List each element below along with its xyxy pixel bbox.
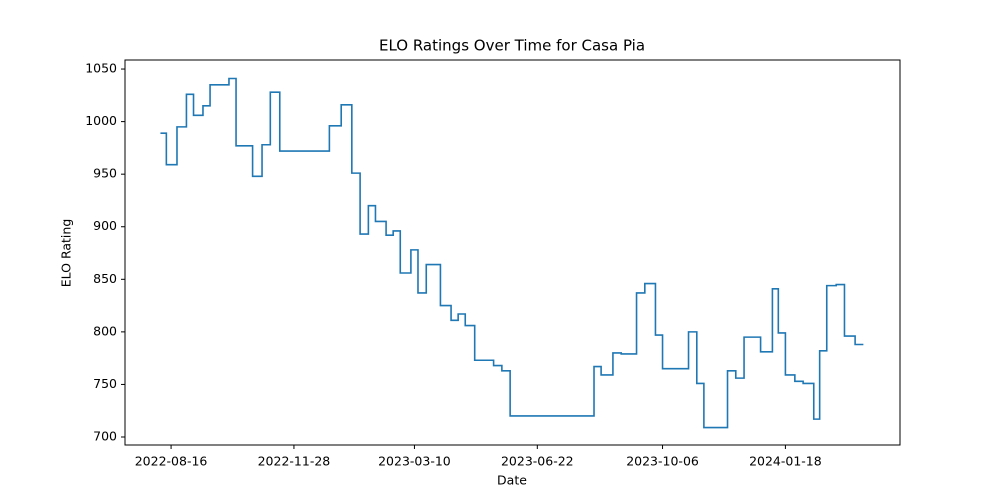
y-axis-label: ELO Rating — [59, 219, 74, 288]
x-tick-label: 2023-10-06 — [626, 454, 699, 469]
y-tick-label: 900 — [93, 218, 117, 233]
x-tick-label: 2023-06-22 — [501, 454, 574, 469]
y-tick-label: 800 — [93, 323, 117, 338]
x-axis-label: Date — [497, 473, 527, 488]
y-tick-label: 950 — [93, 166, 117, 181]
x-tick-label: 2022-11-28 — [258, 454, 331, 469]
y-tick-label: 1050 — [85, 61, 117, 76]
y-tick-label: 750 — [93, 376, 117, 391]
chart-title: ELO Ratings Over Time for Casa Pia — [379, 37, 645, 55]
x-tick-label: 2024-01-18 — [749, 454, 822, 469]
line-series — [160, 77, 864, 429]
y-tick-label: 1000 — [85, 113, 117, 128]
plot-frame — [124, 59, 901, 446]
x-tick-label: 2022-08-16 — [135, 454, 208, 469]
x-tick-label: 2023-03-10 — [378, 454, 451, 469]
y-tick-label: 700 — [93, 429, 117, 444]
y-tick-label: 850 — [93, 271, 117, 286]
